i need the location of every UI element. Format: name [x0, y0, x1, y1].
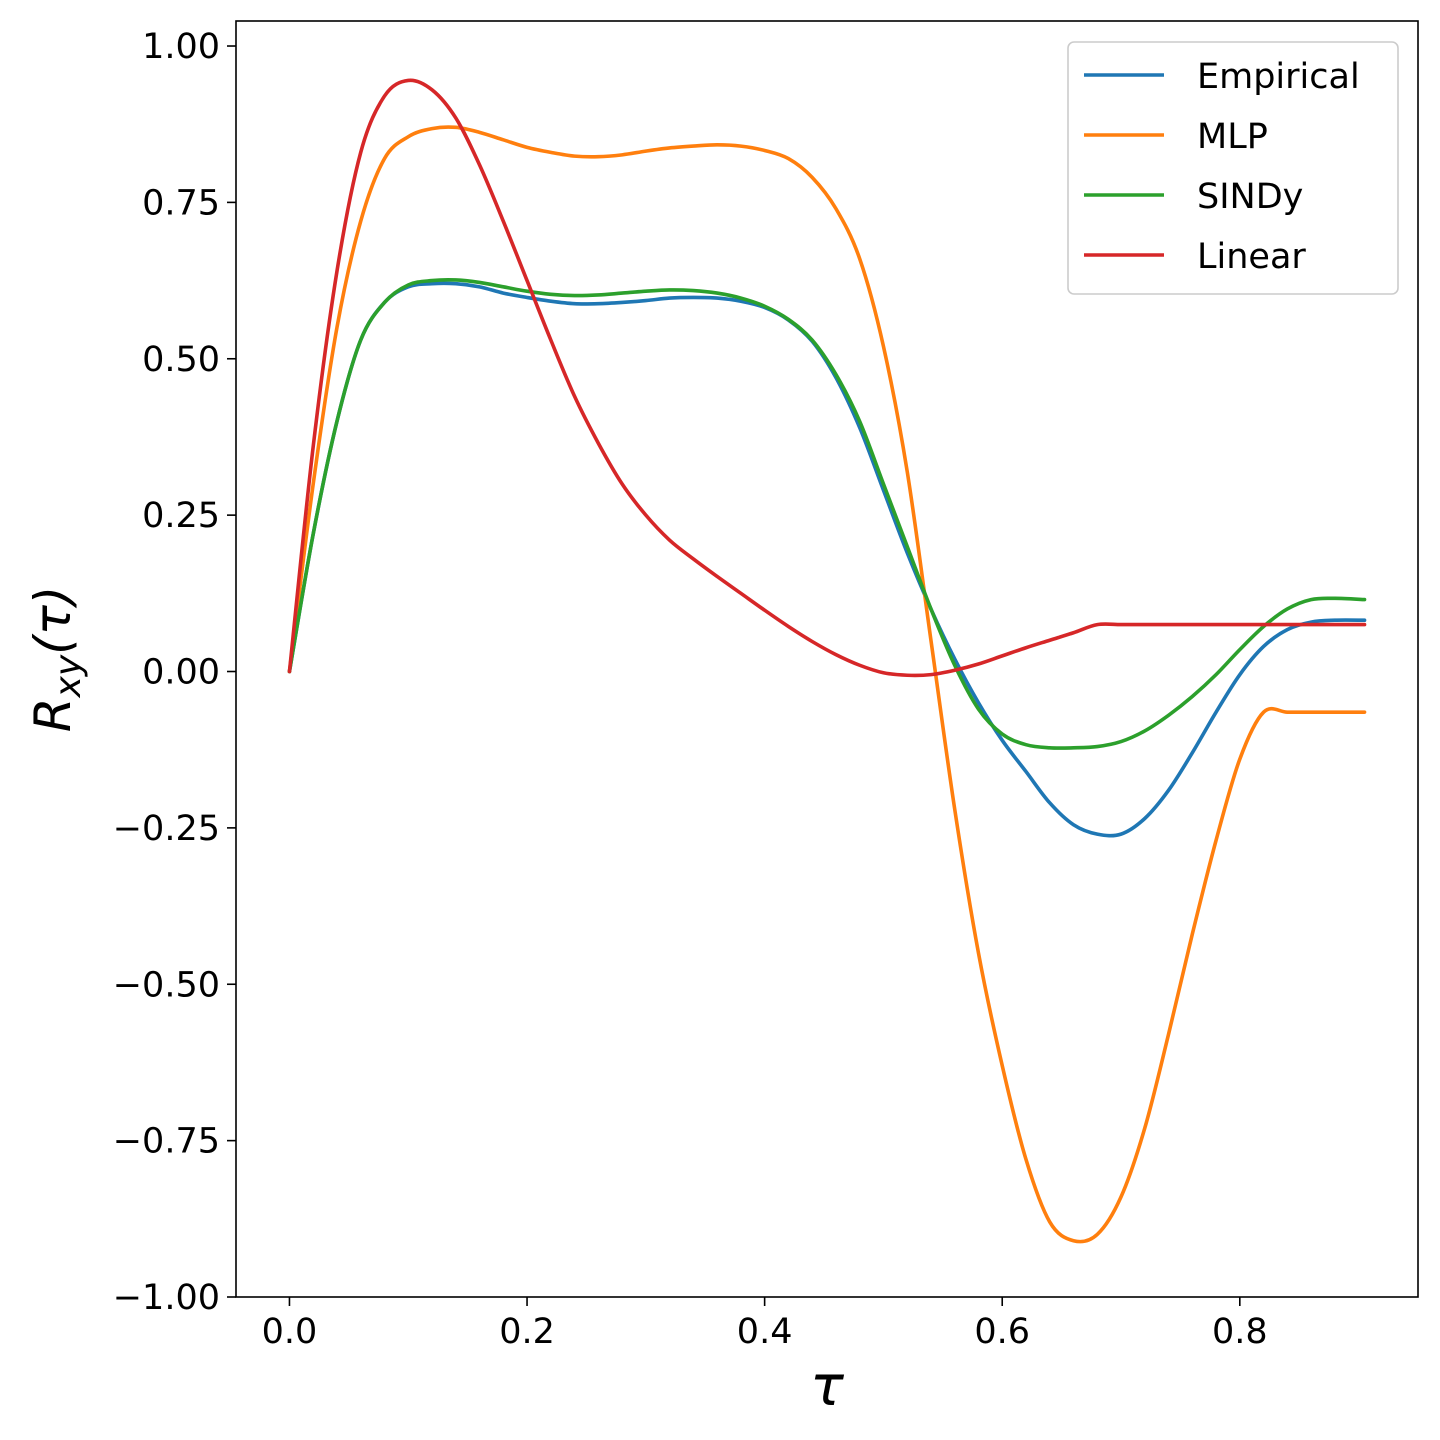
y-tick-label: −0.50	[113, 965, 220, 1005]
svg-text:Rxy(τ): Rxy(τ)	[24, 586, 89, 732]
y-tick-label: 1.00	[142, 27, 220, 67]
legend: Empirical MLP SINDy Linear	[1067, 41, 1399, 295]
y-tick-label: −0.75	[113, 1122, 220, 1162]
legend-label-sindy: SINDy	[1197, 177, 1303, 217]
x-tick-label: 0.6	[974, 1312, 1030, 1352]
y-axis-title-subscript: xy	[48, 654, 89, 698]
x-tick-label: 0.8	[1212, 1312, 1268, 1352]
series-line-sindy	[287, 277, 1367, 750]
y-tick-label: −1.00	[113, 1278, 220, 1318]
x-tick-label: 0.2	[499, 1312, 555, 1352]
x-tick-label: 0.0	[262, 1312, 318, 1352]
x-tick-label: 0.4	[737, 1312, 793, 1352]
axes-frame	[235, 20, 1419, 1298]
legend-label-empirical: Empirical	[1197, 57, 1360, 97]
y-axis-title-argument: (τ)	[24, 586, 82, 655]
y-tick-label: 0.75	[142, 183, 220, 223]
y-axis-title: Rxy(τ)	[24, 586, 89, 732]
y-tick-label: 0.00	[142, 653, 220, 693]
plot-lines	[287, 78, 1367, 1244]
y-tick-label: 0.25	[142, 496, 220, 536]
series-line-mlp	[287, 125, 1367, 1244]
legend-label-mlp: MLP	[1197, 117, 1268, 157]
y-axis-ticks: 1.00 0.75 0.50 0.25 0.00 −0.25 −0.50 −0.75 −1.00	[113, 27, 236, 1318]
x-axis-ticks: 0.0 0.2 0.4 0.6 0.8	[262, 1297, 1268, 1352]
series-line-linear	[287, 78, 1367, 678]
y-tick-label: 0.50	[142, 340, 220, 380]
series-line-empirical	[287, 281, 1367, 838]
x-axis-title: τ	[810, 1354, 844, 1419]
y-tick-label: −0.25	[113, 809, 220, 849]
legend-label-linear: Linear	[1197, 237, 1306, 277]
legend-frame	[1067, 41, 1399, 295]
y-axis-title-main: R	[24, 697, 82, 732]
